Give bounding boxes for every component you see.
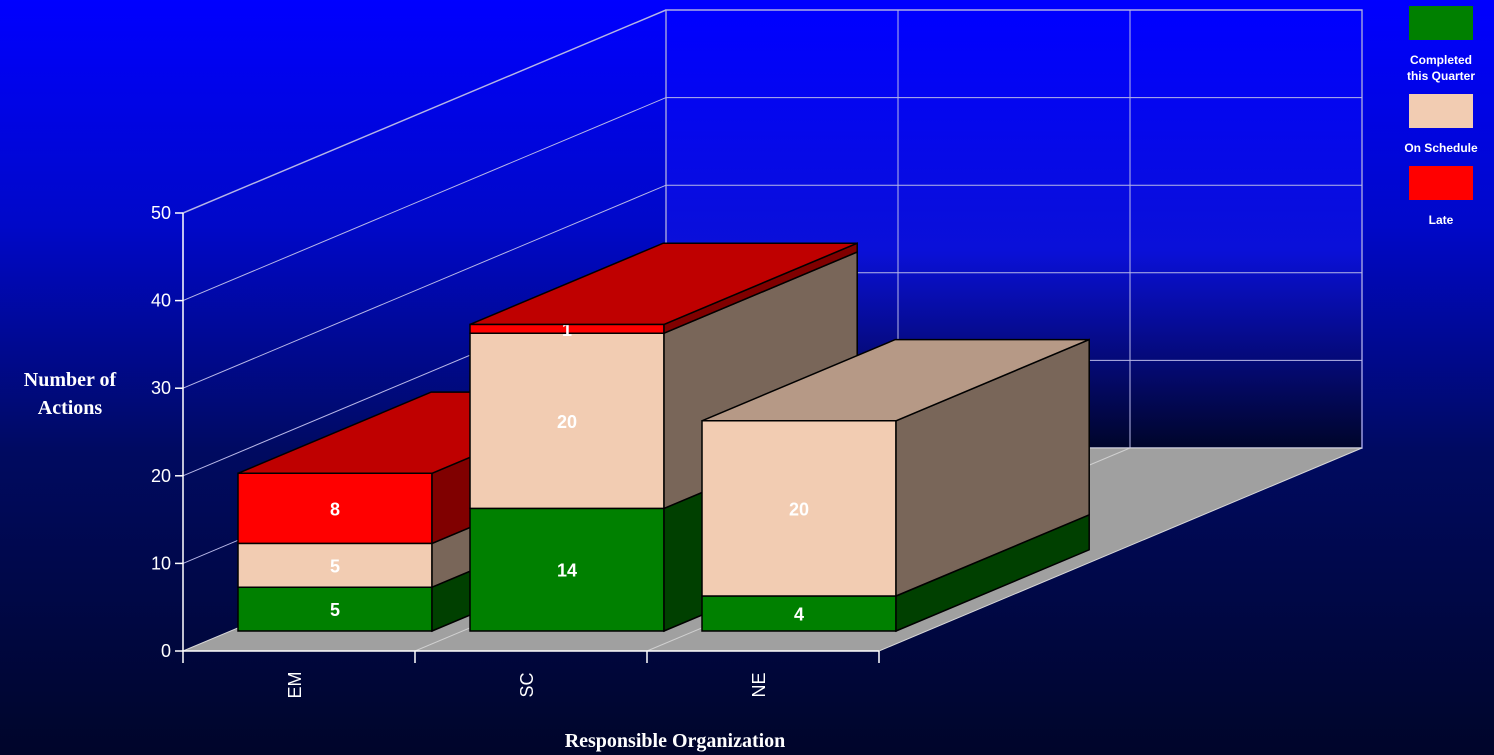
bar-top-sc (469, 242, 858, 326)
y-tick-label-20: 20 (151, 466, 171, 486)
bar-value-label-sc-on-schedule: 20 (557, 412, 577, 432)
bar-value-label-ne-on-schedule: 20 (789, 499, 809, 519)
bar-value-label-sc-late: 1 (562, 320, 572, 340)
y-tick-label-10: 10 (151, 553, 171, 573)
y-tick-label-0: 0 (161, 641, 171, 661)
y-tick-label-50: 50 (151, 203, 171, 223)
x-tick-label-em: EM (285, 672, 305, 699)
bar-top-ne (701, 338, 1090, 422)
y-axis-label: Number of Actions (23, 369, 117, 419)
legend-item-late: Late (1388, 166, 1494, 228)
bar-value-label-em-on-schedule: 5 (330, 556, 340, 576)
y-tick-label-30: 30 (151, 378, 171, 398)
x-tick-label-ne: NE (749, 672, 769, 697)
y-tick-label-40: 40 (151, 291, 171, 311)
bar-value-label-ne-completed-this-quarter: 4 (794, 604, 804, 624)
legend-label-late: Late (1428, 213, 1454, 227)
x-axis-label: Responsible Organization (564, 730, 786, 752)
bar-value-label-em-completed-this-quarter: 5 (330, 600, 340, 620)
legend-item-completed: Completed this Quarter (1388, 6, 1494, 84)
bar-value-label-sc-completed-this-quarter: 14 (557, 561, 577, 581)
legend: Completed this Quarter On Schedule Late (1388, 6, 1494, 238)
legend-label-on-schedule: On Schedule (1404, 141, 1478, 155)
bar-value-label-em-late: 8 (330, 499, 340, 519)
legend-swatch-on-schedule (1409, 94, 1473, 128)
legend-swatch-late (1409, 166, 1473, 200)
legend-label-completed: Completed this Quarter (1406, 53, 1475, 83)
legend-swatch-completed (1409, 6, 1473, 40)
x-tick-label-sc: SC (517, 672, 537, 697)
legend-item-on-schedule: On Schedule (1388, 94, 1494, 156)
